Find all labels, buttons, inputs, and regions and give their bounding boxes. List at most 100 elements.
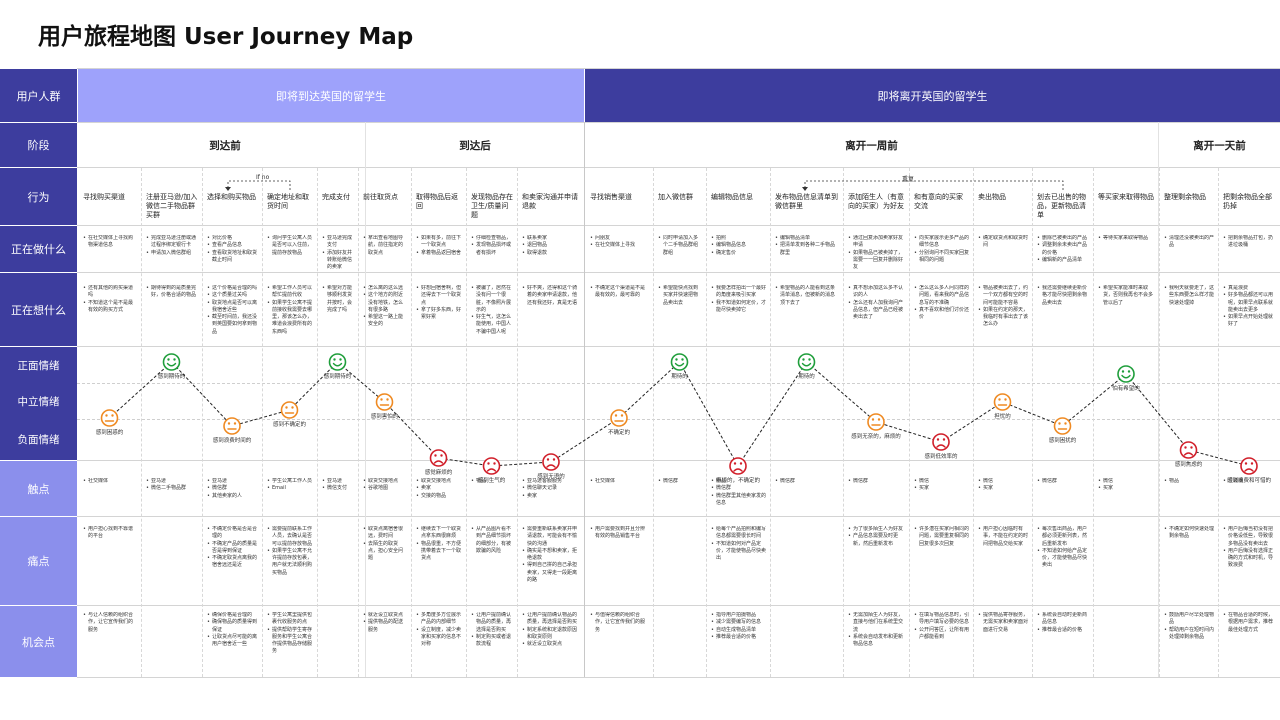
list-item: 如果在约定的那天，我临时有事出去了该怎么办 [978,307,1028,329]
list-item: 系统会自动时更新商品信息 [1037,612,1089,627]
row-label-negative: 负面情绪 [0,419,77,460]
list-item: 怎么这么多人问同样的问题，看来我的产品信息写的不准确 [914,285,969,307]
row-divider [77,167,1280,168]
pain-cell: 用户后悔当初没有把价格设低些，导致很多物品没有卖出去用户后悔没有选择正确的方式和… [1223,526,1276,603]
column-divider [1218,168,1219,677]
emotion-label: 担忧的 [994,412,1011,420]
list-item: 把清单发到各种二手物品群里 [775,242,839,257]
list-item: 社交媒体 [590,478,649,486]
list-item: 不确定如何快速处理剩余物品 [1164,526,1214,541]
list-item: 不确定价格是否是合理的 [207,526,258,541]
list-item: 微信群 [711,485,766,493]
doing-cell: 对比价格查看产品信息查看取货地址和取货截止时间 [207,235,258,270]
list-item: 微信支付 [322,485,354,493]
touchpoint-cell: 物品 [471,478,513,514]
list-item: 拿了好多东西，好累好累 [416,307,462,322]
action-step: 注册亚马逊/加入微信二手物品群买群 [146,193,198,220]
neutral-face-icon [993,393,1012,411]
list-item: 希望工作人员可以帮忙提前代收 [267,285,313,300]
list-item: 希望这一路上能安全的 [363,314,407,329]
thinking-cell: 好不爽，还得和这个骑着的卖家申请退款，他还有我还好，真是无语 [522,285,581,343]
list-item: 确保价格是合理的 [207,612,258,620]
row-divider [77,122,1280,123]
thinking-cell: 希望对方能够顺利发货并按时，会完成了吗 [322,285,354,343]
happy-face-icon [1117,365,1135,383]
list-item: 完成亚马逊注册或通过程序绑定银行卡 [146,235,198,250]
list-item: 问朋友 [590,235,649,243]
list-item: 卖家 [416,485,462,493]
list-item: 取货地点是否可以离我宿舍近些 [207,300,258,315]
touchpoint-cell: 学生公寓工作人员Email [267,478,313,514]
thinking-cell: 希望买家能准时来取货，否则我再也不会多管以后了 [1098,285,1155,343]
list-item: 无需加陌生人为好友，直接与他们在系统里交流 [848,612,905,634]
column-divider [706,168,707,677]
opportunity-cell: 确保价格是合理的确保物品的质量得到保证让取货点尽可能的离用户宿舍近一些 [207,612,258,674]
opportunity-cell: 学生公寓里提供包裹代收服务的点提供帮助学生寄存服务和学生公寓合作提供物品存储服务 [267,612,313,674]
row-divider [77,225,1280,226]
group-divider [584,122,585,677]
thinking-cell: 好想回宿舍啊，但还得去下一个取货点拿了好多东西，好累好累 [416,285,462,343]
list-item: 买家 [1098,485,1155,493]
list-item: 亚马逊 [322,478,354,486]
doing-cell: 询问学生公寓人员是否可以入住前，提前存放物品 [267,235,313,270]
column-divider [141,168,142,677]
action-step: 卖出物品 [978,193,1006,201]
pain-cell: 用户担心找到不靠谱的平台 [83,526,137,603]
opportunity-cell: 系统会自动时更新商品信息推荐最合适的价格 [1037,612,1089,674]
action-step: 把剩余物品全部扔掉 [1223,193,1272,211]
list-item: 如果早点开始处理就好了 [1223,314,1276,329]
doing-cell: 清理还没被卖出的产品 [1164,235,1214,270]
opportunity-cell: 无需加陌生人为好友，直接与他们在系统里交流系统会自动发布和更新物品信息 [848,612,905,674]
action-step: 和卖家沟通并申请退款 [522,193,578,211]
pain-cell: 用户需要找到并且分辨有效的物品销售平台 [590,526,649,603]
list-item: 编辑物品清单 [775,235,839,243]
arrowhead-icon [225,187,231,191]
action-step: 选择和购买物品 [207,193,256,201]
thinking-cell: 被骗了，居然在没有问一个很脏，不像照片展示的好生气，这怎么能使用，中国人不骗中国… [471,285,513,343]
list-item: 还有其他的购买渠道吗 [83,285,137,300]
list-item: 在物品合适的时候，根据用户需求，推荐最佳处理方式 [1223,612,1276,634]
list-item: 制定购买或者退款流程 [471,634,513,649]
touchpoint-cell: 亚马逊微信二手物品群 [146,478,198,514]
opportunity-cell [146,612,198,674]
pain-cell: 许多潜在买家问相同的问题，需要重复相同的回复很多次回复 [914,526,969,603]
happy-face-icon [670,353,689,371]
group-arriving-students: 即将到达英国的留学生 [78,69,584,122]
emotion-line [109,361,1250,467]
touchpoint-cell: 微信买家 [1098,478,1155,514]
neutral-face-icon [1053,417,1072,435]
touchpoint-cell: 物品 [1164,478,1214,514]
list-item: 买家 [978,485,1028,493]
row-divider [77,68,1280,69]
column-divider [909,168,910,677]
loop-if-no-arrow [227,180,291,190]
emotion-divider [77,383,1280,384]
list-item: 学生公寓里提供包裹代收服务的点 [267,612,313,627]
pain-cell: 继续去下一个取货点拿东西很麻烦物品很重，不方便携带着去下一个取货点 [416,526,462,603]
list-item: 申请加入微信群组 [146,250,198,258]
list-item: 鼓励用户尽早处理物品 [1164,612,1214,627]
list-item: 希望物品的人能看到这条清单消息，但被新的消息顶下去了 [775,285,839,307]
neutral-face-icon [223,417,241,435]
list-item: 从产品图片看不到产品细节损坏的细部分，有被欺骗的风险 [471,526,513,555]
list-item: 怎么离的这么远 [363,285,407,293]
list-item: 确定售价 [711,250,766,258]
emotion-label: 感到困惑的 [96,428,124,436]
emotion-label: 感到期待的 [158,372,186,380]
list-item: 让用户提前确认物品的质量，再选择是否购买 [471,612,513,634]
thinking-cell: 期待得到的是质量完好，价格合适的物品 [146,285,198,343]
stage-divider [1158,122,1159,677]
pain-cell [775,526,839,603]
list-item: 指导用户拍摄物品 [711,612,766,620]
list-item: 微信 [1098,478,1155,486]
list-item: 这个质量过关吗 [207,292,258,300]
list-item: 产品信息需要及时更新，然后重新发布 [848,533,905,548]
neutral-face-icon [867,413,885,431]
opportunity-cell [658,612,702,674]
list-item: 在填写物品信息时，引导用户填写必要的信息 [914,612,969,627]
sad-face-icon [1240,457,1258,475]
doing-cell: 向买家展示更多产品的细节信息分别询问不同买家回复相同的问题 [914,235,969,270]
thinking-cell: 希望工作人员可以帮忙提前代收如果学生公寓不提前接收我需要去哪里，那该怎么办，难道… [267,285,313,343]
stage-divider [365,122,366,677]
